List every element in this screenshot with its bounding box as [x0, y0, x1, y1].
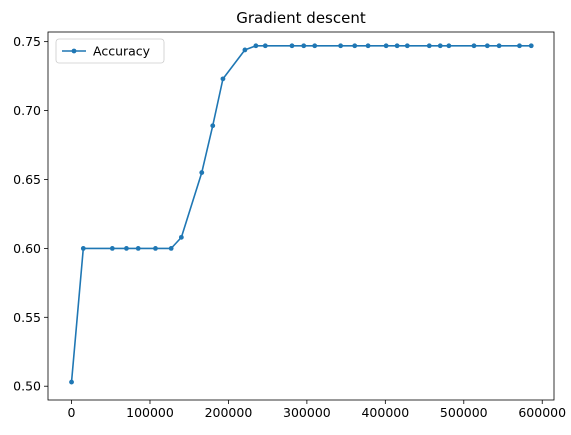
data-point	[199, 170, 205, 175]
x-tick-label: 100000	[126, 405, 174, 420]
data-point	[338, 43, 344, 49]
data-point	[383, 43, 389, 49]
series-layer	[69, 43, 534, 385]
data-point	[496, 43, 502, 49]
data-point	[301, 43, 307, 49]
y-tick-label: 0.70	[13, 103, 41, 118]
data-point	[484, 43, 490, 49]
data-point	[168, 245, 174, 251]
data-point	[446, 43, 452, 49]
data-point	[312, 43, 318, 49]
x-tick-label: 400000	[361, 405, 409, 420]
data-point	[109, 245, 115, 251]
y-tick-label: 0.65	[13, 172, 41, 187]
data-point	[220, 76, 226, 82]
series-line	[70, 44, 532, 383]
data-point	[124, 245, 129, 251]
y-tick-label: 0.50	[13, 379, 41, 394]
legend-marker	[71, 48, 77, 54]
data-point	[242, 47, 248, 53]
x-tick-label: 600000	[518, 405, 566, 420]
x-tick-label: 500000	[440, 405, 488, 420]
x-axis: 0 100000 200000 300000 400000 500000 600000	[68, 400, 566, 420]
y-tick-label: 0.60	[13, 241, 41, 256]
data-point	[262, 43, 268, 49]
x-tick-label: 0	[68, 405, 76, 420]
x-tick-label: 300000	[283, 405, 331, 420]
legend-box	[55, 38, 165, 64]
data-point	[426, 43, 432, 49]
plot-area-frame	[47, 31, 555, 401]
y-tick-label: 0.55	[13, 310, 41, 325]
chart-title: Gradient descent	[236, 9, 366, 27]
data-point	[178, 234, 184, 240]
data-point	[289, 43, 295, 49]
data-point	[517, 43, 522, 49]
data-point	[365, 43, 371, 49]
data-point	[253, 43, 259, 49]
data-point	[437, 43, 443, 49]
data-point	[352, 43, 358, 49]
data-point	[135, 245, 141, 251]
data-point	[394, 43, 400, 49]
x-tick-label: 200000	[205, 405, 253, 420]
data-point	[153, 245, 158, 251]
data-point	[528, 43, 534, 49]
data-point	[69, 379, 74, 385]
legend-label: Accuracy	[93, 44, 151, 59]
data-point	[80, 245, 86, 251]
data-point	[210, 123, 216, 129]
data-point	[471, 43, 477, 49]
y-axis: 0.50 0.55 0.60 0.65 0.70 0.75	[13, 34, 48, 394]
legend: Accuracy	[55, 38, 165, 64]
y-tick-label: 0.75	[13, 34, 41, 49]
data-point	[404, 43, 410, 49]
